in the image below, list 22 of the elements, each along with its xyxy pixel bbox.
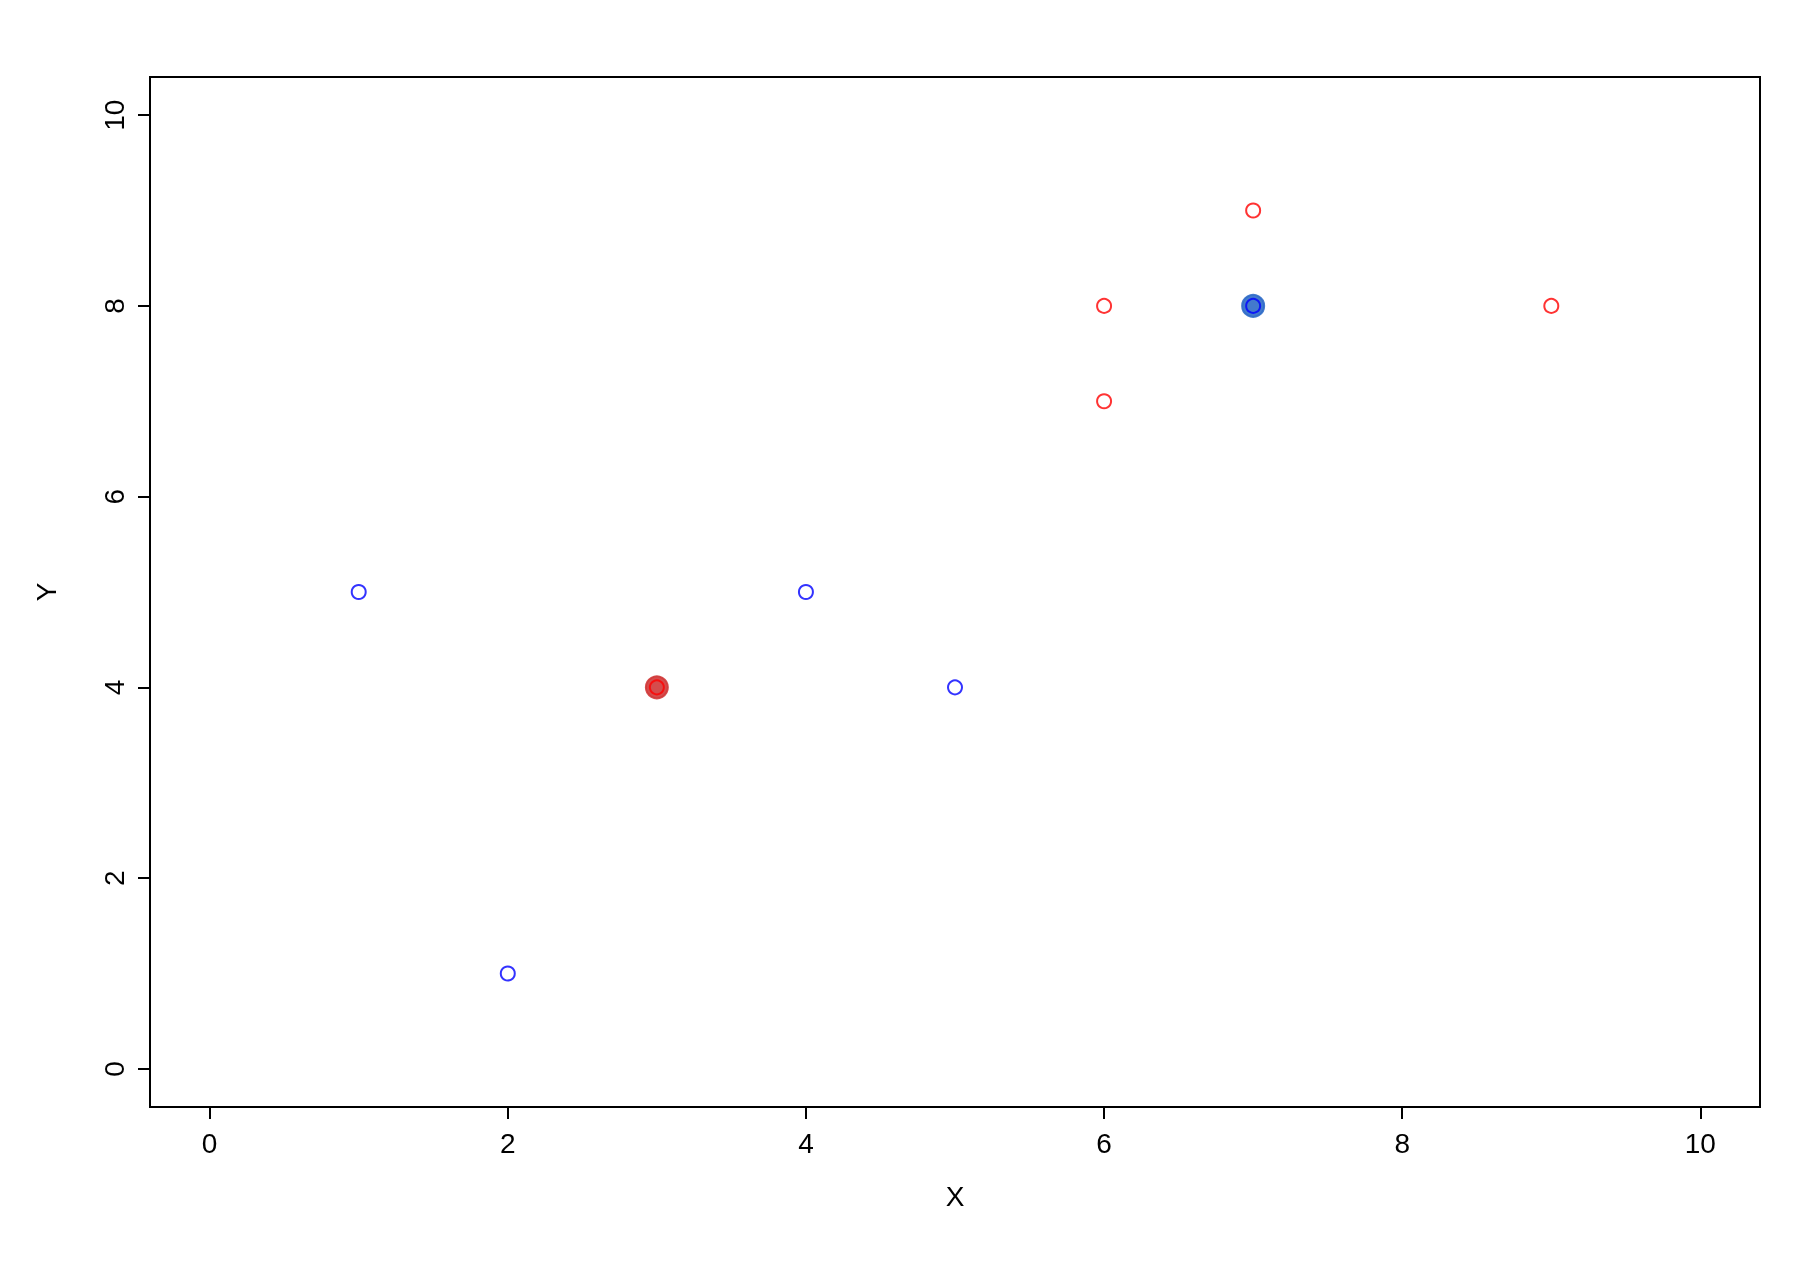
x-tick-label: 10	[1684, 1127, 1716, 1159]
x-tick-label: 4	[798, 1127, 814, 1159]
point	[1096, 393, 1113, 410]
point	[499, 965, 516, 982]
point	[1543, 297, 1560, 314]
y-axis-title: Y	[30, 582, 62, 602]
y-tick-label: 2	[98, 870, 130, 886]
y-tick-label: 10	[98, 99, 130, 131]
point	[947, 679, 963, 696]
x-tick-label: 8	[1394, 1127, 1411, 1159]
y-tick-label: 0	[98, 1061, 130, 1077]
y-tick-label: 8	[98, 298, 130, 314]
point	[1096, 297, 1113, 314]
x-tick-label: 6	[1096, 1127, 1112, 1159]
point	[350, 584, 367, 600]
y-tick-label: 4	[98, 679, 130, 696]
x-axis-title: X	[945, 1180, 965, 1212]
x-tick-label: 2	[499, 1127, 516, 1159]
y-tick-label: 6	[98, 488, 130, 505]
point	[797, 584, 814, 600]
point	[1245, 202, 1262, 219]
x-tick-label: 0	[201, 1127, 218, 1159]
